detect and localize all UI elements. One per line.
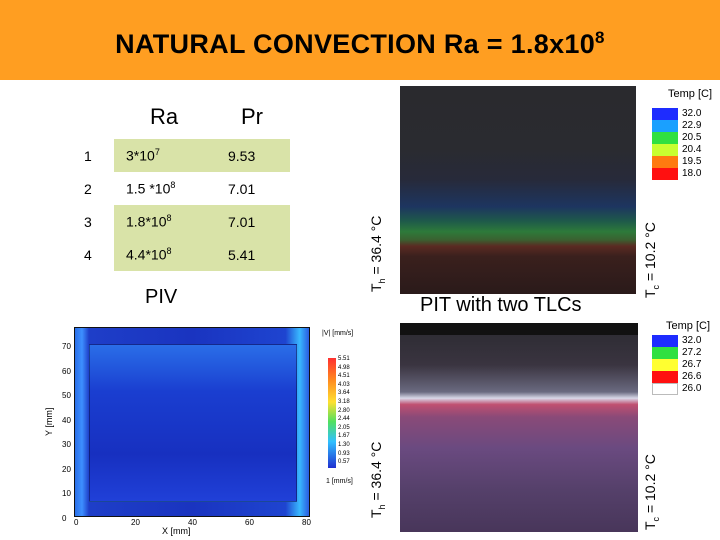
- th-label-top: Th = 36.4 °C: [368, 215, 387, 292]
- legend-swatch: [652, 108, 678, 120]
- legend-value: 27.2: [682, 347, 702, 358]
- piv-colorbar: [328, 358, 336, 468]
- tc-label-bottom: Tc = 10.2 °C: [642, 454, 661, 530]
- th-label-bottom: Th = 36.4 °C: [368, 441, 387, 518]
- legend-swatch: [652, 359, 678, 371]
- title-banner: NATURAL CONVECTION Ra = 1.8x108: [0, 0, 720, 80]
- piv-colorbar-tick: 5.51: [338, 356, 350, 362]
- header-pr: Pr: [241, 104, 263, 129]
- piv-colorbar-tick: 4.98: [338, 364, 350, 371]
- piv-x-tick: 20: [131, 518, 140, 527]
- piv-plot: 70 60 50 40 30 20 10 0 0 20 40 60 80 X [mm] Y [mm] …: [40, 318, 370, 536]
- piv-y-tick: 0: [62, 513, 67, 523]
- piv-x-tick: 0: [74, 518, 79, 527]
- piv-y-tick: 70: [62, 342, 71, 351]
- header-ra: Ra: [149, 104, 179, 129]
- legend-value: 19.5: [682, 156, 702, 167]
- piv-velocity-field: [74, 327, 310, 517]
- piv-colorbar-tick: 1.67: [338, 433, 350, 440]
- table-row: 1 3*107 9.53: [50, 139, 290, 172]
- legend-swatch: [652, 371, 678, 383]
- piv-colorbar-title: |V| [mm/s]: [322, 330, 354, 337]
- pit-image-strip: [400, 323, 638, 335]
- piv-colorbar-tick: 3.64: [338, 390, 350, 397]
- tc-label-top: Tc = 10.2 °C: [642, 222, 661, 298]
- piv-y-tick: 40: [62, 415, 71, 425]
- piv-colorbar-tick: 4.51: [338, 373, 350, 380]
- table-corner: [50, 95, 114, 139]
- legend-swatch: [652, 347, 678, 359]
- table-row: 3 1.8*108 7.01: [50, 205, 290, 238]
- piv-y-tick: 10: [62, 489, 71, 498]
- piv-y-label: Y [mm]: [44, 407, 54, 436]
- legend-swatch: [652, 335, 678, 347]
- piv-x-tick: 40: [188, 518, 197, 527]
- legend-swatch: [652, 156, 678, 168]
- piv-colorbar-tick: 0.57: [338, 459, 350, 466]
- legend-swatch: [652, 144, 678, 156]
- legend-value: 20.5: [682, 132, 702, 143]
- legend-swatch: [652, 383, 678, 395]
- parameter-table: Ra Pr 1 3*107 9.53 2 1.5 *108 7.01 3 1.8…: [50, 95, 290, 271]
- legend-swatch: [652, 168, 678, 180]
- piv-y-tick: 30: [62, 440, 71, 449]
- piv-colorbar-tick: 1.30: [338, 442, 350, 448]
- piv-colorbar-tick: 2.44: [338, 416, 350, 423]
- piv-y-tick: 60: [62, 366, 71, 376]
- legend-value: 26.0: [682, 383, 702, 394]
- legend-swatch: [652, 120, 678, 132]
- piv-y-tick: 20: [62, 464, 71, 474]
- legend-value: 26.7: [682, 359, 702, 370]
- pit-image-bottom: [400, 323, 638, 532]
- legend-value: 22.9: [682, 120, 702, 131]
- pit-image-top: [400, 86, 636, 294]
- piv-x-label: X [mm]: [162, 526, 191, 536]
- piv-colorbar-tick: 2.05: [338, 424, 350, 431]
- piv-caption: PIV: [145, 286, 178, 308]
- piv-x-tick: 60: [245, 518, 254, 527]
- legend-value: 32.0: [682, 335, 702, 346]
- piv-colorbar-tick: 0.93: [338, 450, 350, 457]
- slide-title: NATURAL CONVECTION Ra = 1.8x108: [115, 28, 605, 59]
- table-row: 4 4.4*108 5.41: [50, 238, 290, 271]
- legend-value: 32.0: [682, 108, 702, 119]
- legend-top-title: Temp [C]: [668, 88, 713, 100]
- pit-caption: PIT with two TLCs: [420, 294, 582, 316]
- piv-reference-vector: 1 [mm/s]: [326, 478, 353, 485]
- piv-inner-region: [89, 344, 297, 502]
- table-row: 2 1.5 *108 7.01: [50, 172, 290, 205]
- piv-colorbar-tick: 2.80: [338, 407, 350, 414]
- piv-x-tick: 80: [302, 518, 311, 527]
- piv-y-tick: 50: [62, 391, 71, 400]
- legend-value: 18.0: [682, 168, 702, 179]
- legend-bottom-title: Temp [C]: [666, 320, 711, 332]
- legend-value: 26.6: [682, 371, 702, 382]
- legend-value: 20.4: [682, 144, 702, 155]
- piv-colorbar-tick: 4.03: [338, 381, 350, 388]
- piv-colorbar-tick: 3.18: [338, 399, 350, 405]
- legend-swatch: [652, 132, 678, 144]
